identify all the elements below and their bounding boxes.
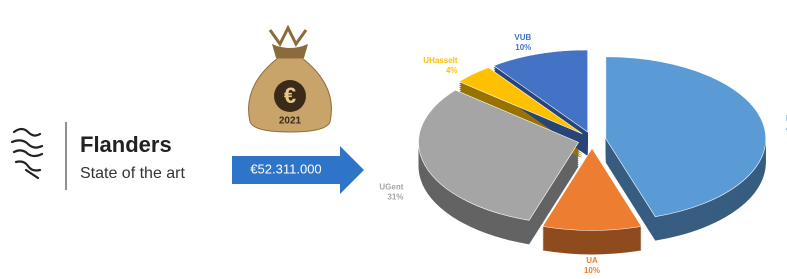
brand-tagline: State of the art: [80, 165, 186, 182]
page: Flanders State of the art € 2021 €52.311…: [0, 0, 787, 274]
infographic: Flanders State of the art € 2021 €52.311…: [0, 0, 787, 274]
bag-year: 2021: [279, 116, 302, 127]
bag-symbol: €: [284, 83, 296, 108]
lion-logo: [12, 129, 42, 178]
slice-value-label: 31%: [387, 193, 403, 202]
slice-value-label: 10%: [515, 43, 531, 52]
slice-label: UA: [586, 256, 598, 265]
amount: €52.311.000: [250, 161, 321, 176]
brand-name: Flanders: [80, 132, 172, 157]
slice-label: UHasselt: [423, 56, 458, 65]
slice-label: UGent: [379, 183, 403, 192]
slice-label: VUB: [514, 33, 531, 42]
money-bag: € 2021: [249, 28, 332, 132]
slice-value-label: 10%: [584, 266, 600, 274]
slice-value-label: 4%: [446, 66, 458, 75]
